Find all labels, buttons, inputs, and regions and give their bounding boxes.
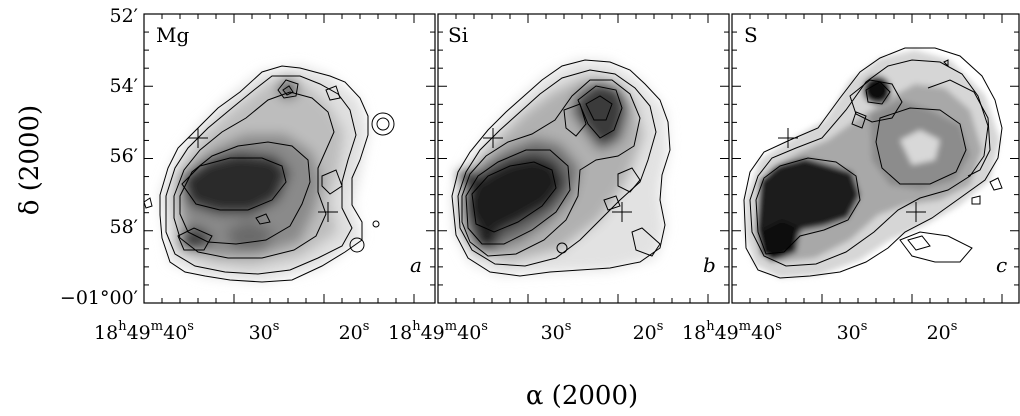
panel-label-si: Si xyxy=(448,23,468,47)
panel-si: Si b xyxy=(437,13,730,304)
y-tick-label-52: 52′ xyxy=(110,5,139,27)
contours-s xyxy=(743,47,1003,279)
panel-mg: Mg a xyxy=(143,13,436,304)
contours-si xyxy=(451,59,671,277)
panel-letter-b: b xyxy=(703,253,716,277)
reference-crosses-s xyxy=(778,128,926,222)
x-tick-label-panel-b-30s: 30s xyxy=(541,319,572,344)
x-tick-label-panel-a-20s: 20s xyxy=(339,319,370,344)
x-tick-label-panel-a-30s: 30s xyxy=(249,319,280,344)
reference-crosses-si xyxy=(483,128,632,222)
intensity-map-s xyxy=(745,50,1000,278)
x-tick-label-panel-a-40s: 18h49m40s xyxy=(94,319,194,344)
y-tick-label-56: 56′ xyxy=(110,145,139,167)
x-tick-label-panel-b-40s: 18h49m40s xyxy=(388,319,488,344)
reference-crosses-mg xyxy=(188,128,338,222)
panel-letter-a: a xyxy=(410,253,422,277)
tick-marks xyxy=(143,13,1019,304)
panel-label-s: S xyxy=(744,23,758,47)
y-tick-label-54: 54′ xyxy=(110,75,139,97)
y-tick-label-01-00: −01°00′ xyxy=(60,287,138,309)
y-tick-labels: 52′ 54′ 56′ 58′ −01°00′ xyxy=(60,5,138,309)
x-tick-labels: 18h49m40s 30s 20s 18h49m40s 30s 20s 18h4… xyxy=(94,319,957,344)
x-tick-label-panel-c-20s: 20s xyxy=(927,319,958,344)
y-axis-title: δ (2000) xyxy=(15,105,45,215)
x-axis-title: α (2000) xyxy=(526,381,638,411)
x-tick-label-panel-c-30s: 30s xyxy=(837,319,868,344)
intensity-map-si xyxy=(452,60,668,275)
panel-label-mg: Mg xyxy=(156,23,189,47)
panel-letter-c: c xyxy=(996,253,1007,277)
intensity-map-mg xyxy=(160,66,368,282)
x-tick-label-panel-b-20s: 20s xyxy=(633,319,664,344)
x-tick-label-panel-c-40s: 18h49m40s xyxy=(682,319,782,344)
contours-mg xyxy=(143,65,395,283)
y-tick-label-58: 58′ xyxy=(110,216,139,238)
panel-s: S c xyxy=(731,13,1020,304)
